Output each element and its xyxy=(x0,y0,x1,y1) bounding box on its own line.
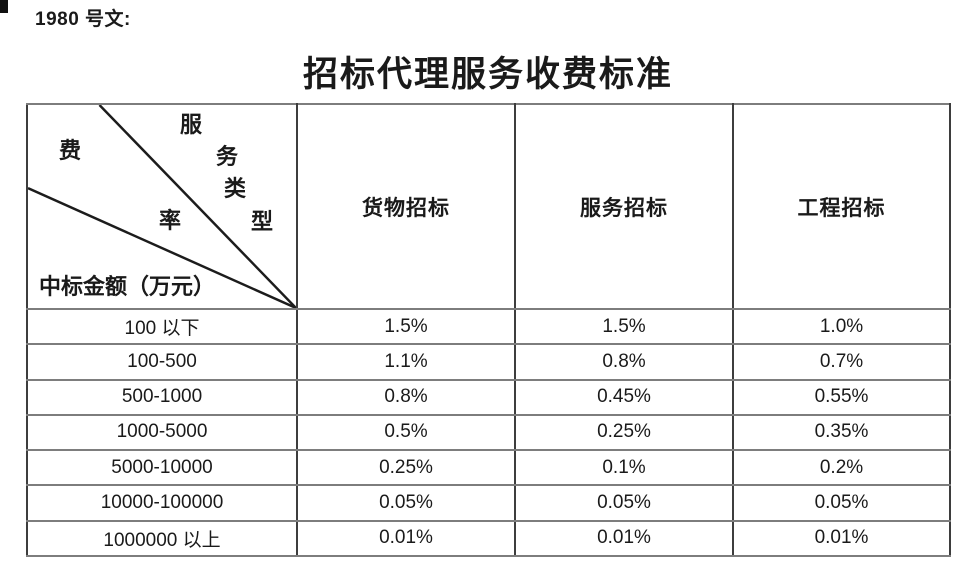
works-rate-cell: 0.2% xyxy=(732,449,951,487)
works-rate-cell: 1.0% xyxy=(732,307,951,346)
works-rate-cell: 0.01% xyxy=(732,519,951,558)
services-rate-cell: 0.1% xyxy=(514,449,734,487)
table-row: 10000-100000 0.05% 0.05% 0.05% xyxy=(26,484,951,522)
table-row: 5000-10000 0.25% 0.1% 0.2% xyxy=(26,449,951,487)
goods-rate-cell: 0.05% xyxy=(296,484,516,522)
table-row: 100-500 1.1% 0.8% 0.7% xyxy=(26,343,951,381)
corner-fee-char-1: 费 xyxy=(59,138,82,163)
page-title: 招标代理服务收费标准 xyxy=(302,55,673,94)
fee-table: 费 率 服 务 类 型 中标金额（万元） 货物招标 服务招标 工程招标 100 … xyxy=(26,103,951,558)
amount-range-cell: 5000-10000 xyxy=(26,449,298,487)
corner-fee-char-2: 率 xyxy=(159,208,182,233)
goods-rate-cell: 0.8% xyxy=(296,378,516,416)
amount-range-cell: 10000-100000 xyxy=(26,484,298,522)
column-header-works: 工程招标 xyxy=(732,103,951,310)
table-row: 1000-5000 0.5% 0.25% 0.35% xyxy=(26,413,951,452)
table-row: 100 以下 1.5% 1.5% 1.0% xyxy=(26,307,951,346)
works-rate-cell: 0.55% xyxy=(732,378,951,416)
header-row: 费 率 服 务 类 型 中标金额（万元） 货物招标 服务招标 工程招标 xyxy=(26,103,951,310)
column-header-services: 服务招标 xyxy=(514,103,734,310)
goods-rate-cell: 1.1% xyxy=(296,343,516,381)
goods-rate-cell: 0.5% xyxy=(296,413,516,452)
corner-header-cell: 费 率 服 务 类 型 中标金额（万元） xyxy=(26,103,298,310)
services-rate-cell: 0.05% xyxy=(514,484,734,522)
table-row: 500-1000 0.8% 0.45% 0.55% xyxy=(26,378,951,416)
works-rate-cell: 0.7% xyxy=(732,343,951,381)
services-rate-cell: 0.01% xyxy=(514,519,734,558)
table-row: 1000000 以上 0.01% 0.01% 0.01% xyxy=(26,519,951,558)
works-rate-cell: 0.35% xyxy=(732,413,951,452)
services-rate-cell: 0.45% xyxy=(514,378,734,416)
amount-range-cell: 1000000 以上 xyxy=(26,519,298,558)
diagonal-line-upper xyxy=(98,106,295,307)
services-rate-cell: 0.25% xyxy=(514,413,734,452)
scan-artifact xyxy=(0,0,8,13)
amount-range-cell: 1000-5000 xyxy=(26,413,298,452)
corner-service-type-char-4: 型 xyxy=(251,209,274,234)
goods-rate-cell: 1.5% xyxy=(296,307,516,346)
diagonal-divider-lines xyxy=(29,106,295,307)
goods-rate-cell: 0.01% xyxy=(296,519,516,558)
amount-range-cell: 100-500 xyxy=(26,343,298,381)
corner-service-type-char-2: 务 xyxy=(216,144,239,169)
column-header-goods: 货物招标 xyxy=(296,103,516,310)
works-rate-cell: 0.05% xyxy=(732,484,951,522)
amount-range-cell: 100 以下 xyxy=(26,307,298,346)
doc-number-label: 1980 号文: xyxy=(35,9,131,30)
corner-row-axis-label: 中标金额（万元） xyxy=(39,274,216,299)
goods-rate-cell: 0.25% xyxy=(296,449,516,487)
corner-service-type-char-1: 服 xyxy=(180,112,203,137)
services-rate-cell: 1.5% xyxy=(514,307,734,346)
services-rate-cell: 0.8% xyxy=(514,343,734,381)
corner-service-type-char-3: 类 xyxy=(224,176,247,201)
amount-range-cell: 500-1000 xyxy=(26,378,298,416)
diagonal-line-lower xyxy=(29,187,295,307)
